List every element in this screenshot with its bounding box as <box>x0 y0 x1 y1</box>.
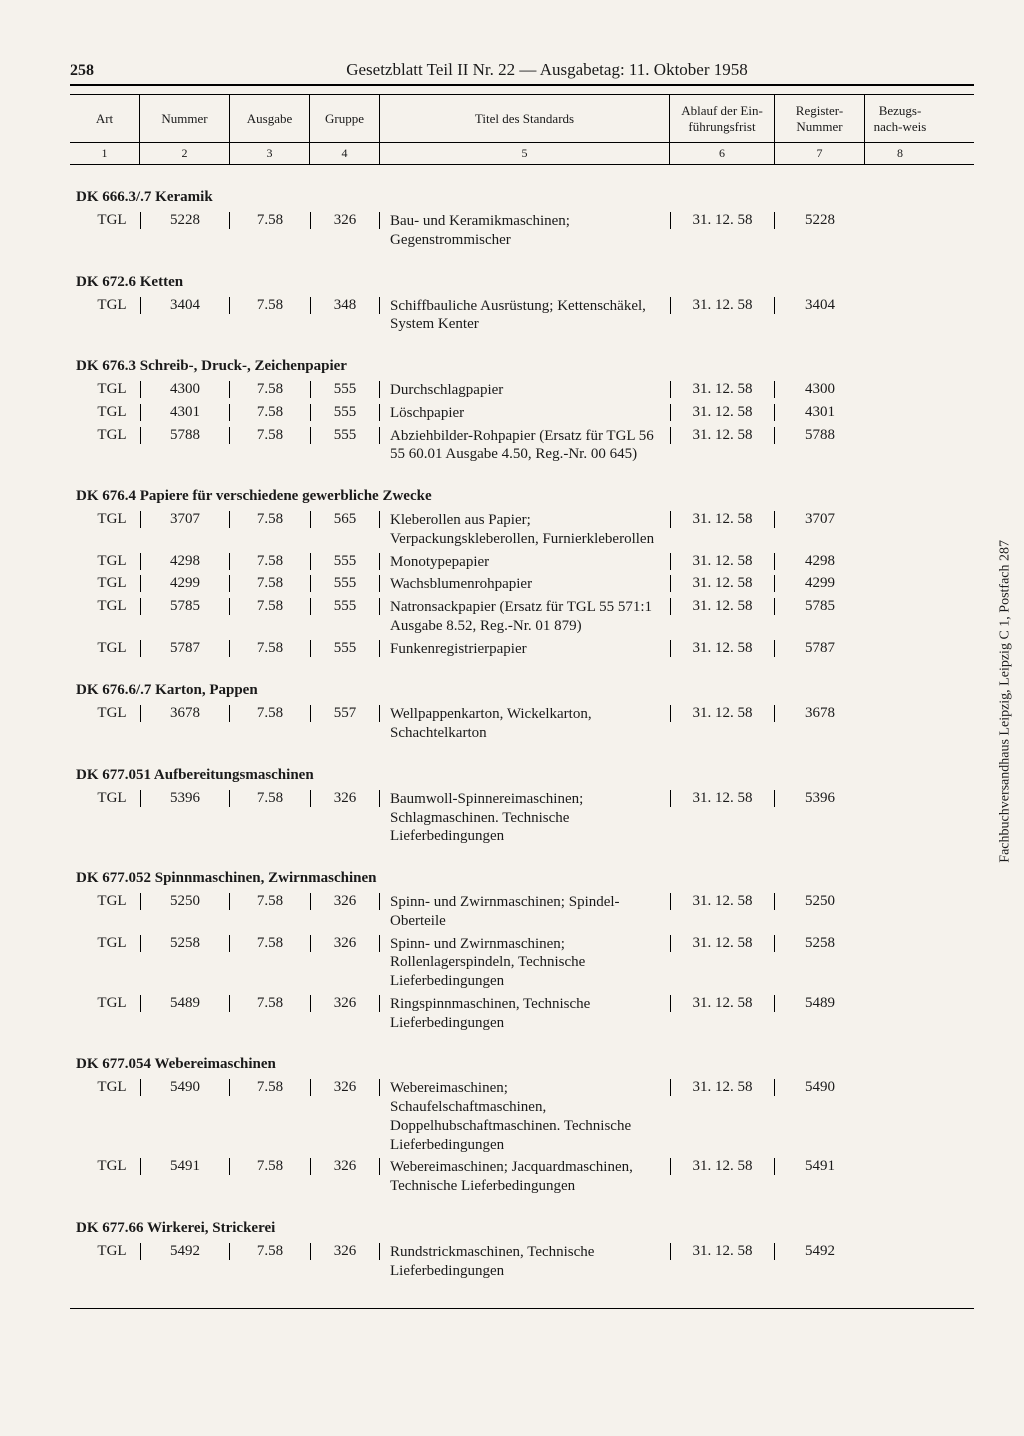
section-header: DK 677.66 Wirkerei, Strickerei <box>70 1208 974 1241</box>
col-titel: Titel des Standards <box>380 95 670 142</box>
table-row: TGL53967.58326Baumwoll-Spinnereimaschine… <box>70 788 974 848</box>
section-header: DK 676.4 Papiere für verschiedene gewerb… <box>70 476 974 509</box>
page-number: 258 <box>70 62 120 80</box>
section-header: DK 677.052 Spinnmaschinen, Zwirnmaschine… <box>70 858 974 891</box>
table-row: TGL52587.58326Spinn- und Zwirnmaschinen;… <box>70 933 974 993</box>
column-headers: Art Nummer Ausgabe Gruppe Titel des Stan… <box>70 95 974 143</box>
table-row: TGL57857.58555Natronsackpapier (Ersatz f… <box>70 596 974 638</box>
column-numbers: 1 2 3 4 5 6 7 8 <box>70 143 974 165</box>
table-row: TGL42987.58555Monotypepapier31. 12. 5842… <box>70 551 974 574</box>
col-art: Art <box>70 95 140 142</box>
col-register: Register-Nummer <box>775 95 865 142</box>
col-ausgabe: Ausgabe <box>230 95 310 142</box>
col-ablauf: Ablauf der Ein-führungsfrist <box>670 95 775 142</box>
table-row: TGL37077.58565Kleberollen aus Papier; Ve… <box>70 509 974 551</box>
section-header: DK 677.054 Webereimaschinen <box>70 1044 974 1077</box>
section-header: DK 677.051 Aufbereitungsmaschinen <box>70 755 974 788</box>
table-row: TGL52507.58326Spinn- und Zwirnmaschinen;… <box>70 891 974 933</box>
col-nummer: Nummer <box>140 95 230 142</box>
table-row: TGL57887.58555Abziehbilder-Rohpapier (Er… <box>70 425 974 467</box>
table-row: TGL54907.58326Webereimaschinen; Schaufel… <box>70 1077 974 1156</box>
section-header: DK 672.6 Ketten <box>70 262 974 295</box>
section-header: DK 676.3 Schreib-, Druck-, Zeichenpapier <box>70 346 974 379</box>
table-row: TGL54917.58326Webereimaschinen; Jacquard… <box>70 1156 974 1198</box>
table-row: TGL54897.58326Ringspinnmaschinen, Techni… <box>70 993 974 1035</box>
section-header: DK 666.3/.7 Keramik <box>70 177 974 210</box>
table-row: TGL43007.58555Durchschlagpapier31. 12. 5… <box>70 379 974 402</box>
table-row: TGL57877.58555Funkenregistrierpapier31. … <box>70 638 974 661</box>
header-title: Gesetzblatt Teil II Nr. 22 — Ausgabetag:… <box>120 60 974 80</box>
table-row: TGL43017.58555Löschpapier31. 12. 584301 <box>70 402 974 425</box>
table-body: DK 666.3/.7 KeramikTGL52287.58326Bau- un… <box>70 165 974 1308</box>
table-row: TGL52287.58326Bau- und Keramikmaschinen;… <box>70 210 974 252</box>
publisher-sidenote: Fachbuchversandhaus Leipzig, Leipzig C 1… <box>998 540 1014 863</box>
standards-table: Art Nummer Ausgabe Gruppe Titel des Stan… <box>70 94 974 1309</box>
table-row: TGL42997.58555Wachsblumenrohpapier31. 12… <box>70 573 974 596</box>
section-header: DK 676.6/.7 Karton, Pappen <box>70 670 974 703</box>
table-row: TGL36787.58557Wellpappenkarton, Wickelka… <box>70 703 974 745</box>
table-row: TGL34047.58348Schiffbauliche Ausrüstung;… <box>70 295 974 337</box>
table-row: TGL54927.58326Rundstrickmaschinen, Techn… <box>70 1241 974 1283</box>
col-bezug: Bezugs-nach-weis <box>865 95 935 142</box>
col-gruppe: Gruppe <box>310 95 380 142</box>
page-header: 258 Gesetzblatt Teil II Nr. 22 — Ausgabe… <box>70 60 974 86</box>
